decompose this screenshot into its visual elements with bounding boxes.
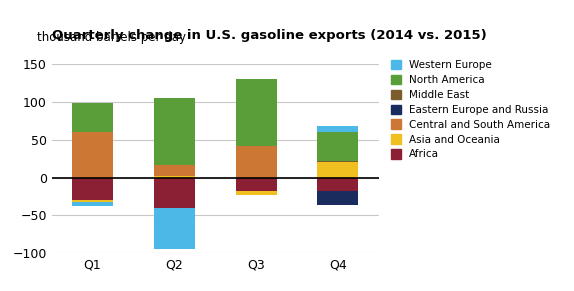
Bar [154, 98, 195, 165]
Bar [154, 178, 195, 208]
Text: thousand barrels per day: thousand barrels per day [37, 31, 187, 44]
Bar [72, 132, 113, 178]
Bar [154, 208, 195, 249]
Bar [236, 79, 277, 146]
Bar [72, 202, 113, 205]
Bar [317, 191, 358, 205]
Bar [317, 126, 358, 132]
Bar [317, 162, 358, 178]
Bar [317, 161, 358, 162]
Bar [317, 178, 358, 191]
Bar [154, 165, 195, 176]
Text: Quarterly change in U.S. gasoline exports (2014 vs. 2015): Quarterly change in U.S. gasoline export… [52, 29, 486, 42]
Legend: Western Europe, North America, Middle East, Eastern Europe and Russia, Central a: Western Europe, North America, Middle Ea… [390, 60, 550, 159]
Bar [236, 191, 277, 195]
Bar [72, 178, 113, 200]
Bar [236, 146, 277, 178]
Bar [317, 132, 358, 161]
Bar [72, 103, 113, 132]
Bar [72, 200, 113, 202]
Bar [236, 178, 277, 191]
Bar [154, 176, 195, 178]
